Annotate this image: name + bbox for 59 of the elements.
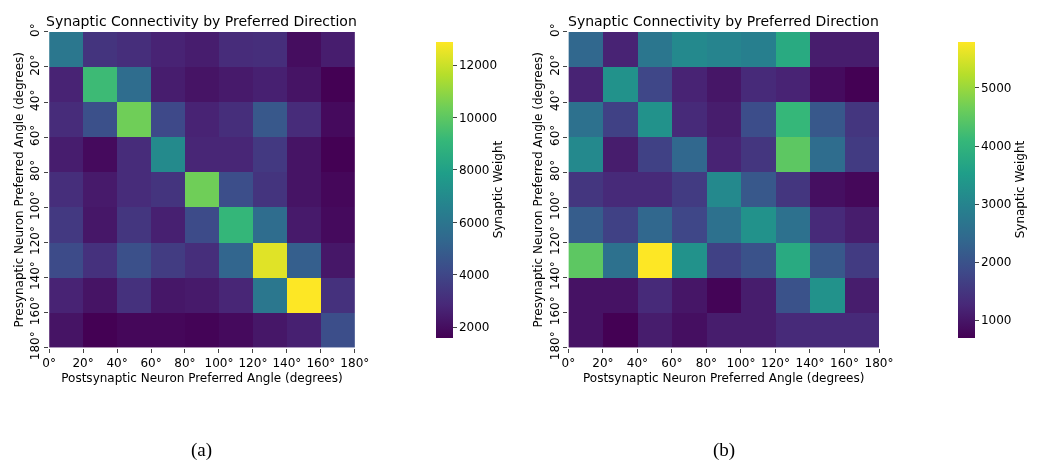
color-bar-title: Synaptic Weight	[1013, 140, 1028, 239]
x-tick-label: 0°	[42, 355, 56, 370]
x-axis-title: Postsynaptic Neuron Preferred Angle (degrees)	[61, 370, 343, 385]
x-tick-label: 160°	[830, 355, 859, 370]
y-tick-label: 160°	[547, 296, 562, 326]
x-tick-label: 120°	[761, 355, 790, 370]
y-tick-label: 140°	[547, 261, 562, 291]
x-tick-label: 140°	[795, 355, 825, 370]
x-tick-label: 60°	[140, 355, 162, 370]
y-tick-label: 140°	[28, 261, 43, 291]
y-tick-label: 40°	[28, 89, 43, 111]
color-bar-label: 10000	[458, 110, 498, 125]
x-tick-label: 140°	[272, 355, 302, 370]
color-bar-label: 12000	[458, 58, 498, 73]
x-tick-label: 80°	[174, 355, 196, 370]
x-tick-label: 100°	[204, 355, 234, 370]
color-bar-label: 5000	[980, 81, 1012, 96]
x-tick-label: 0°	[561, 355, 576, 370]
y-tick-label: 20°	[28, 54, 43, 76]
x-tick-label: 180°	[864, 355, 894, 370]
x-tick-label: 160°	[306, 355, 336, 370]
color-bar-label: 2000	[458, 320, 490, 335]
y-tick-label: 100°	[28, 191, 43, 220]
x-axis-title: Postsynaptic Neuron Preferred Angle (degrees)	[583, 370, 865, 385]
y-tick-label: 80°	[547, 159, 562, 182]
x-tick-label: 80°	[695, 355, 718, 370]
y-tick-label: 120°	[28, 226, 43, 255]
x-tick-label: 40°	[106, 355, 128, 370]
x-tick-label: 100°	[726, 355, 756, 370]
text: (a)	[191, 439, 213, 461]
y-tick-label: 120°	[547, 226, 562, 255]
x-tick-label: 60°	[661, 355, 683, 370]
y-tick-label: 60°	[547, 124, 562, 146]
color-bar-label: 3000	[980, 197, 1012, 212]
y-tick-label: 40°	[547, 89, 562, 111]
x-tick-label: 180°	[340, 355, 370, 370]
y-tick-label: 60°	[28, 124, 43, 146]
color-bar-label: 1000	[980, 313, 1012, 328]
x-tick-label: 40°	[626, 355, 649, 370]
color-bar-label: 6000	[458, 215, 490, 230]
y-tick-label: 20°	[547, 54, 562, 76]
color-bar-label: 4000	[458, 267, 490, 282]
color-bar-label: 2000	[980, 255, 1012, 270]
y-axis-title: Presynaptic Neuron Preferred Angle (degrees)	[530, 52, 545, 328]
y-tick-label: 0°	[547, 23, 562, 37]
color-bar-title: Synaptic Weight	[491, 140, 506, 239]
y-tick-label: 160°	[28, 296, 43, 326]
x-tick-label: 20°	[72, 355, 94, 370]
y-tick-label: 80°	[28, 159, 43, 182]
y-axis-title: Presynaptic Neuron Preferred Angle (degrees)	[11, 52, 26, 328]
y-tick-label: 100°	[547, 191, 562, 220]
chart-title: Synaptic Connectivity by Preferred Direction	[46, 13, 357, 29]
chart-title: Synaptic Connectivity by Preferred Direction	[568, 13, 879, 29]
y-tick-label: 0°	[28, 23, 43, 37]
x-tick-label: 120°	[238, 355, 268, 370]
color-bar-label: 8000	[458, 163, 490, 178]
text: (b)	[713, 439, 736, 461]
color-bar-label: 4000	[980, 139, 1012, 154]
x-tick-label: 20°	[592, 355, 614, 370]
